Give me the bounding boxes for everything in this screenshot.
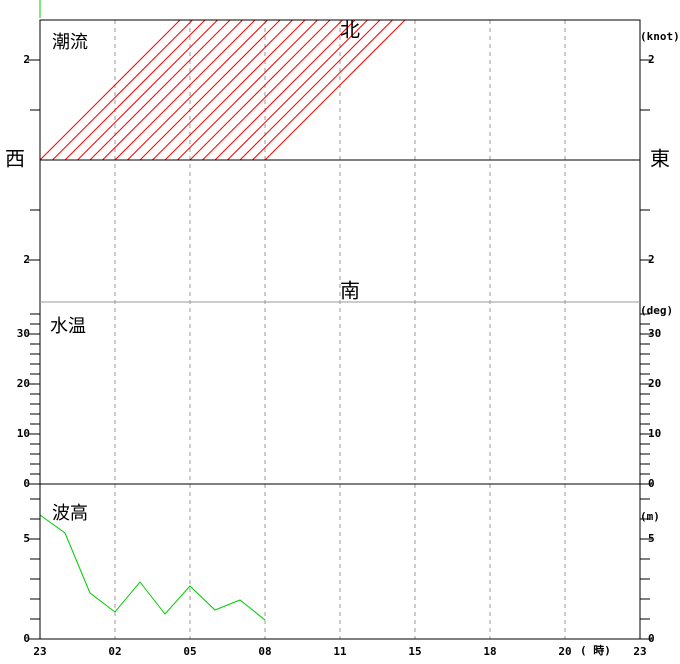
current-vector xyxy=(214,20,356,161)
direction: 東 xyxy=(650,147,670,171)
x-tick-label: 05 xyxy=(183,645,196,658)
direction: 北 xyxy=(340,18,360,42)
grid xyxy=(114,20,566,639)
y-tick-label: 2 xyxy=(648,253,655,266)
current-vector xyxy=(177,20,319,161)
y-tick-label: 0 xyxy=(23,632,30,645)
y-tick-label: 0 xyxy=(648,632,655,645)
y-tick-label: 2 xyxy=(23,53,30,66)
current-vector xyxy=(252,20,394,161)
y-tick-label: 30 xyxy=(648,327,661,340)
x-tick-label: 20 xyxy=(558,645,571,658)
current-vector xyxy=(139,20,281,161)
x-tick-label: 11 xyxy=(333,645,347,658)
unit: (m) xyxy=(640,510,660,523)
x-axis-label: ( 時) xyxy=(580,643,611,657)
x-tick-label: 23 xyxy=(33,645,46,658)
marks xyxy=(39,20,406,621)
frame xyxy=(39,19,641,640)
unit: (knot) xyxy=(640,30,680,43)
y-tick-label: 5 xyxy=(648,532,655,545)
direction: 西 xyxy=(5,147,25,171)
panel-title: 潮流 xyxy=(52,32,88,53)
current-vector xyxy=(239,20,381,161)
wave-line xyxy=(39,514,266,621)
y-tick-label: 2 xyxy=(648,53,655,66)
current-vector xyxy=(202,20,344,161)
current-vector xyxy=(64,20,206,161)
y-tick-label: 5 xyxy=(23,532,30,545)
current-vector xyxy=(264,20,406,161)
current-vector xyxy=(77,20,219,161)
x-tick-label: 18 xyxy=(483,645,496,658)
current-vector xyxy=(189,20,331,161)
unit: (deg) xyxy=(640,304,673,317)
panel-title: 波高 xyxy=(52,503,88,524)
y-tick-label: 10 xyxy=(17,427,30,440)
current-vector xyxy=(227,20,369,161)
y-tick-label: 2 xyxy=(23,253,30,266)
direction: 南 xyxy=(340,279,360,303)
x-tick-label: 15 xyxy=(408,645,421,658)
y-tick-label: 0 xyxy=(23,477,30,490)
y-tick-label: 20 xyxy=(648,377,661,390)
y-tick-label: 20 xyxy=(17,377,30,390)
current-vector xyxy=(114,20,256,161)
current-vector xyxy=(152,20,294,161)
x-tick-label: 02 xyxy=(108,645,121,658)
x-tick-label: 23 xyxy=(633,645,646,658)
y-tick-label: 30 xyxy=(17,327,30,340)
current-vector xyxy=(102,20,244,161)
panel-title: 水温 xyxy=(50,316,86,337)
current-vector xyxy=(40,20,181,161)
current-vector xyxy=(127,20,269,161)
current-vector xyxy=(164,20,306,161)
current-vector xyxy=(89,20,231,161)
y-tick-label: 0 xyxy=(648,477,655,490)
y-tick-label: 10 xyxy=(648,427,661,440)
current-vector xyxy=(52,20,194,161)
x-tick-label: 08 xyxy=(258,645,271,658)
